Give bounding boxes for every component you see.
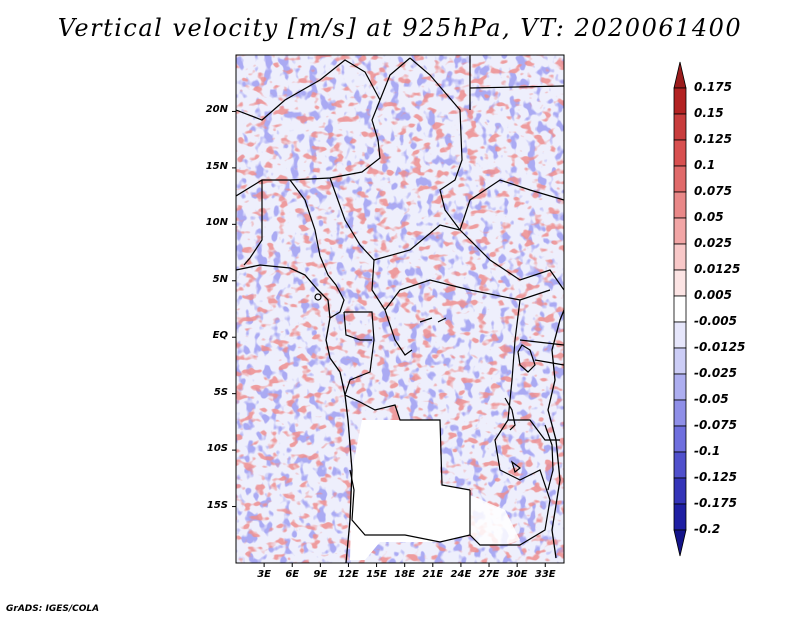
colorbar-segment — [673, 165, 687, 193]
colorbar-segment — [673, 243, 687, 271]
colorbar-segment — [673, 269, 687, 297]
lat-label: 10N — [205, 217, 228, 229]
plot-frame — [235, 54, 565, 564]
colorbar — [673, 61, 687, 557]
colorbar-segment — [673, 451, 687, 479]
field-layer — [236, 55, 564, 563]
colorbar-segment — [673, 503, 687, 531]
lon-label: 24E — [450, 569, 472, 580]
colorbar-label: 0.1 — [694, 158, 716, 172]
colorbar-label: -0.125 — [694, 470, 737, 484]
lon-label: 33E — [534, 569, 556, 580]
colorbar-arrow-bottom — [673, 529, 687, 557]
lat-label: 15S — [206, 499, 228, 511]
colorbar-label: 0.125 — [694, 132, 732, 146]
colorbar-arrow-top — [673, 61, 687, 89]
lat-label: 5N — [212, 273, 228, 285]
colorbar-segment — [673, 217, 687, 245]
colorbar-label: 0.005 — [694, 288, 732, 302]
lat-label: 10S — [206, 443, 228, 455]
coastlines — [236, 264, 564, 563]
lakes — [314, 293, 554, 491]
colorbar-segment — [673, 425, 687, 453]
lat-label: EQ — [212, 330, 228, 342]
colorbar-segment — [673, 399, 687, 427]
colorbar-segment — [673, 295, 687, 323]
colorbar-label: -0.2 — [694, 522, 721, 536]
lon-label: 15E — [366, 569, 387, 580]
lon-label: 3E — [257, 569, 271, 580]
colorbar-label: 0.025 — [694, 236, 732, 250]
country-borders — [236, 55, 564, 546]
lon-label: 6E — [285, 569, 300, 580]
colorbar-label: -0.0125 — [694, 340, 746, 354]
lon-label: 18E — [394, 569, 416, 580]
colorbar-segment — [673, 87, 687, 115]
lon-label: 9E — [313, 569, 328, 580]
colorbar-label: -0.075 — [694, 418, 737, 432]
undefined-field-zone-east — [470, 495, 520, 545]
colorbar-segment — [673, 373, 687, 401]
colorbar-label: -0.005 — [694, 314, 737, 328]
colorbar-segment — [673, 347, 687, 375]
colorbar-label: 0.175 — [694, 80, 732, 94]
colorbar-segment — [673, 139, 687, 167]
colorbar-segment — [673, 113, 687, 141]
lon-label: 12E — [338, 569, 359, 580]
undefined-field-zone — [350, 420, 470, 560]
colorbar-label: -0.025 — [694, 366, 737, 380]
chart-title: Vertical velocity [m/s] at 925hPa, VT: 2… — [57, 14, 743, 42]
colorbar-segment — [673, 321, 687, 349]
colorbar-segment — [673, 477, 687, 505]
colorbar-label: -0.175 — [694, 496, 737, 510]
axis-ticks — [232, 110, 546, 567]
lon-label: 27E — [478, 569, 500, 580]
colorbar-label: -0.05 — [694, 392, 729, 406]
software-credit: GrADS: IGES/COLA — [6, 604, 100, 614]
colorbar-label: 0.15 — [694, 106, 724, 120]
colorbar-label: 0.075 — [694, 184, 732, 198]
lat-label: 15N — [205, 160, 228, 172]
colorbar-label: -0.1 — [694, 444, 721, 458]
colorbar-segment — [673, 191, 687, 219]
lat-label: 5S — [213, 386, 228, 398]
colorbar-label: 0.05 — [694, 210, 724, 224]
lon-label: 30E — [506, 569, 528, 580]
lon-label: 21E — [422, 569, 444, 580]
colorbar-label: 0.0125 — [694, 262, 741, 276]
lat-label: 20N — [205, 104, 228, 116]
